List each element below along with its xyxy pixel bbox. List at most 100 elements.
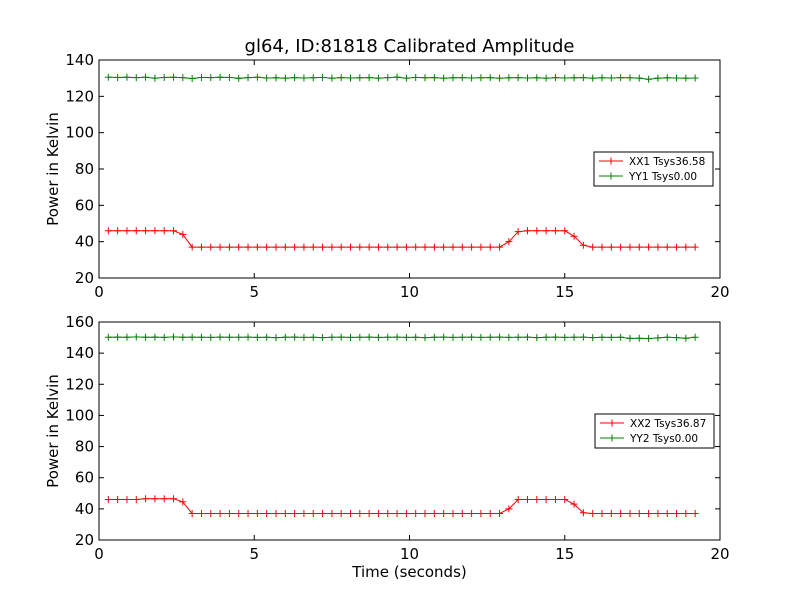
data-point [319, 510, 327, 518]
data-point [523, 74, 531, 82]
series-1 [104, 227, 699, 251]
x-tick-label: 15 [555, 283, 574, 301]
data-point [384, 333, 392, 341]
x-tick-label: 10 [400, 283, 419, 301]
legend-entry: YY1 Tsys0.00 [628, 171, 697, 183]
data-point [635, 334, 643, 342]
data-point [496, 333, 504, 341]
data-point [440, 243, 448, 251]
data-point [300, 510, 308, 518]
data-point [170, 227, 178, 235]
data-point [225, 510, 233, 518]
data-point [160, 333, 168, 341]
data-point [607, 74, 615, 82]
data-point [319, 334, 327, 342]
data-point [598, 333, 606, 341]
legend-marker [608, 434, 616, 442]
x-axis-label: Time (seconds) [351, 563, 467, 581]
data-point [281, 333, 289, 341]
data-point [607, 510, 615, 518]
x-tick-label: 20 [710, 545, 729, 563]
data-point [114, 73, 122, 81]
x-tick-label: 15 [555, 545, 574, 563]
series-2 [104, 333, 699, 343]
data-point [477, 333, 485, 341]
data-point [486, 243, 494, 251]
data-point [356, 243, 364, 251]
legend-box [593, 151, 714, 187]
data-point [402, 333, 410, 341]
data-point [645, 335, 653, 343]
data-point [347, 333, 355, 341]
series-line [108, 336, 696, 340]
data-point [244, 333, 252, 341]
data-point [374, 333, 382, 341]
data-point [402, 243, 410, 251]
data-point [253, 73, 261, 81]
data-point [235, 510, 243, 518]
data-point [449, 243, 457, 251]
data-point [645, 75, 653, 83]
data-point [142, 73, 150, 81]
data-point [626, 243, 634, 251]
legend-entry: XX2 Tsys36.87 [630, 418, 706, 430]
data-point [542, 227, 550, 235]
data-point [216, 510, 224, 518]
data-point [589, 243, 597, 251]
data-point [160, 495, 168, 503]
data-point [170, 333, 178, 341]
series-line [108, 230, 696, 248]
data-point [179, 230, 187, 238]
y-tick-label: 80 [75, 438, 94, 456]
data-point [440, 74, 448, 82]
data-point [589, 334, 597, 342]
legend: XX2 Tsys36.87 YY2 Tsys0.00 [594, 413, 715, 449]
data-point [682, 74, 690, 82]
data-point [682, 334, 690, 342]
data-point [523, 227, 531, 235]
data-point [691, 333, 699, 341]
data-point [197, 333, 205, 341]
data-point [309, 510, 317, 518]
data-point [374, 243, 382, 251]
y-tick-label: 20 [75, 531, 94, 549]
data-point [579, 74, 587, 82]
data-point [328, 510, 336, 518]
data-point [579, 333, 587, 341]
data-point [356, 510, 364, 518]
data-point [673, 334, 681, 342]
data-point [626, 510, 634, 518]
data-point [607, 333, 615, 341]
data-point [617, 243, 625, 251]
data-point [430, 510, 438, 518]
y-tick-label: 140 [65, 344, 94, 362]
data-point [235, 74, 243, 82]
data-point [496, 243, 504, 251]
data-point [337, 243, 345, 251]
data-point [663, 74, 671, 82]
data-point [281, 243, 289, 251]
data-point [309, 333, 317, 341]
data-point [607, 243, 615, 251]
data-point [570, 232, 578, 240]
y-tick-label: 60 [75, 469, 94, 487]
data-point [523, 333, 531, 341]
data-point [188, 333, 196, 341]
data-point [561, 227, 569, 235]
data-point [300, 243, 308, 251]
data-point [309, 74, 317, 82]
data-point [263, 243, 271, 251]
data-point [551, 496, 559, 504]
data-point [617, 74, 625, 82]
data-point [626, 74, 634, 82]
data-point [300, 74, 308, 82]
data-point [244, 243, 252, 251]
data-point [291, 510, 299, 518]
data-point [160, 73, 168, 81]
legend-marker [607, 172, 615, 180]
data-point [337, 74, 345, 82]
data-point [123, 333, 131, 341]
data-point [104, 496, 112, 504]
data-point [263, 333, 271, 341]
data-point [449, 333, 457, 341]
